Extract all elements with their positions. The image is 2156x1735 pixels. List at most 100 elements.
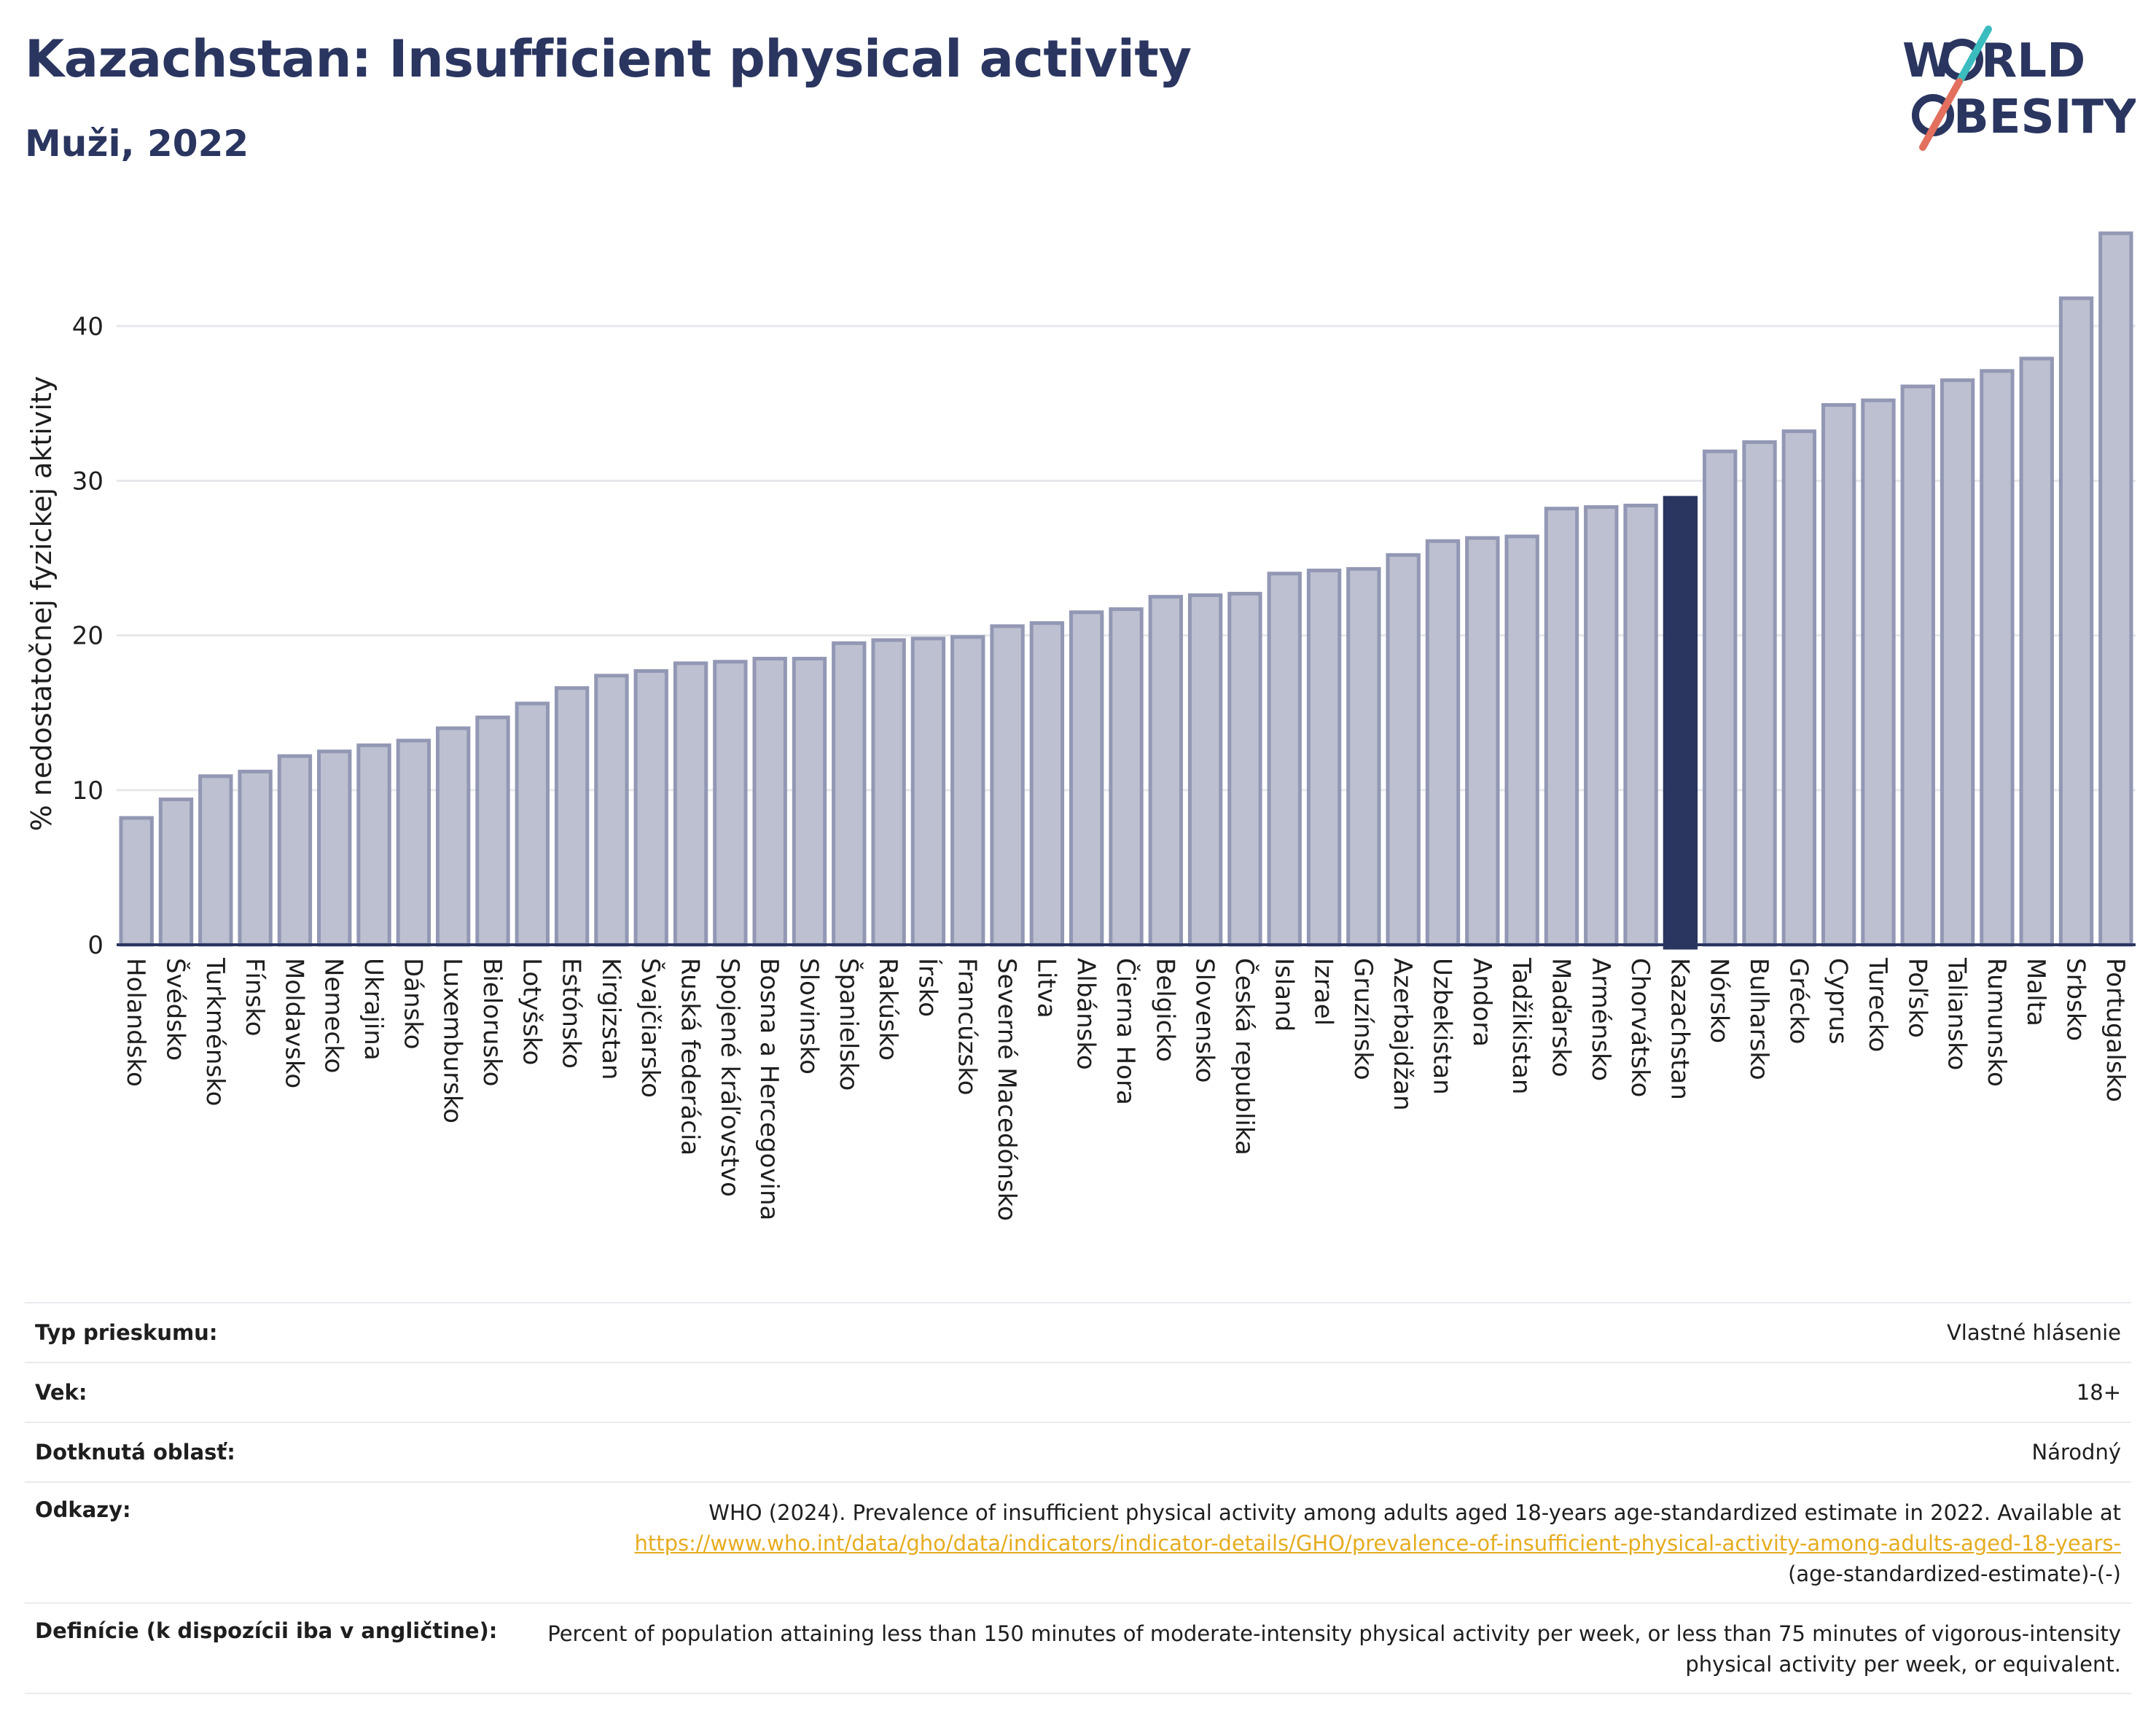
bar-40 (1703, 449, 1738, 947)
x-tick-label: Holandsko (121, 958, 150, 1087)
bar-26 (1148, 595, 1183, 947)
x-tick-label: Azerbajdžan (1388, 958, 1417, 1111)
bar-50 (2098, 231, 2133, 947)
references-link[interactable]: https://www.who.int/data/gho/data/indica… (634, 1531, 2121, 1556)
x-tick-label: Izrael (1309, 958, 1338, 1026)
x-tick-label: Rakúsko (873, 958, 902, 1061)
x-tick-label: Severné Macedónsko (992, 958, 1021, 1221)
bar-2 (198, 774, 233, 947)
bar-9 (475, 715, 510, 947)
x-tick-label: Švédsko (160, 958, 190, 1061)
area-label: Dotknutá oblasť: (35, 1440, 235, 1465)
y-tick-label: 0 (87, 931, 103, 960)
svg-text:BESITY: BESITY (1953, 90, 2136, 144)
bar-12 (594, 674, 629, 947)
bar-33 (1425, 539, 1461, 947)
definition-value: Percent of population attaining less tha… (547, 1621, 2121, 1677)
x-tick-label: Slovinsko (794, 958, 823, 1075)
x-tick-label: Litva (1031, 958, 1061, 1018)
info-row-definition: Definície (k dispozícii iba v angličtine… (25, 1602, 2131, 1694)
x-tick-label: Írsko (913, 958, 942, 1017)
bar-17 (792, 656, 827, 947)
x-tick-label: Fínsko (240, 958, 269, 1037)
x-tick-label: Francúzsko (953, 958, 982, 1096)
y-tick-label: 40 (72, 312, 103, 341)
x-tick-label: Grécko (1784, 958, 1813, 1044)
x-tick-label: Lotyšsko (517, 958, 546, 1065)
page-subtitle: Muži, 2022 (25, 122, 249, 165)
x-tick-label: Bulharsko (1744, 958, 1773, 1080)
bar-25 (1109, 607, 1144, 947)
definition-label: Definície (k dispozícii iba v angličtine… (35, 1618, 498, 1643)
bar-44 (1861, 398, 1896, 947)
x-tick-label: Taliansko (1942, 957, 1972, 1070)
bar-31 (1346, 566, 1381, 947)
x-tick-label: Dánsko (398, 958, 427, 1050)
x-tick-label: Španielsko (834, 958, 864, 1091)
bar-5 (317, 749, 352, 947)
x-tick-label: Nemecko (319, 958, 348, 1073)
survey-type-label: Typ prieskumu: (35, 1320, 218, 1345)
bar-49 (2058, 296, 2094, 947)
bar-45 (1900, 384, 1935, 947)
bar-11 (554, 686, 590, 947)
x-tick-label: Turkménsko (200, 957, 230, 1106)
references-label: Odkazy: (35, 1497, 131, 1522)
x-tick-label: Ruská federácia (676, 958, 705, 1155)
world-obesity-logo: W RLD BESITY (1902, 26, 2136, 151)
bar-36 (1544, 507, 1579, 947)
age-label: Vek: (35, 1380, 87, 1405)
area-value: Národný (2031, 1440, 2121, 1465)
info-row-age: Vek: 18+ (25, 1362, 2131, 1422)
bar-0 (119, 816, 154, 947)
x-tick-label: Bielorusko (477, 958, 507, 1086)
bar-43 (1821, 403, 1856, 947)
x-tick-label: Portugalsko (2101, 958, 2130, 1102)
survey-type-value: Vlastné hlásenie (1946, 1320, 2121, 1345)
bar-29 (1267, 572, 1302, 947)
bar-chart: 0 10 20 30 40 % nedostatočnej fyzickej aktivi… (26, 231, 2136, 1221)
x-tick-label: Česká republika (1230, 958, 1259, 1155)
x-tick-label: Slovensko (1190, 958, 1219, 1083)
bar-48 (2019, 356, 2054, 947)
x-tick-label: Poľsko (1902, 958, 1932, 1038)
x-tick-label: Bosna a Hercegovina (754, 958, 784, 1220)
info-row-survey-type: Typ prieskumu: Vlastné hlásenie (25, 1302, 2131, 1362)
bar-21 (950, 635, 985, 947)
y-tick-label: 10 (72, 776, 103, 806)
bar-7 (396, 738, 431, 947)
bar-4 (277, 754, 313, 947)
x-tick-label: Maďarsko (1546, 958, 1575, 1077)
bar-47 (1980, 369, 2015, 947)
x-tick-label: Čierna Hora (1111, 958, 1141, 1105)
x-tick-label: Kirgizstan (596, 958, 625, 1080)
bar-13 (633, 668, 668, 947)
x-tick-label: Chorvátsko (1625, 958, 1655, 1097)
bar-15 (713, 660, 748, 947)
bar-28 (1227, 591, 1262, 947)
x-tick-label: Kazachstan (1665, 958, 1694, 1100)
x-tick-label: Uzbekistan (1428, 958, 1457, 1095)
x-tick-label: Albánsko (1071, 958, 1101, 1070)
x-tick-label: Tadžikistan (1507, 957, 1536, 1094)
x-tick-label: Spojené kráľovstvo (715, 958, 744, 1197)
y-axis-label: % nedostatočnej fyzickej aktivity (26, 376, 58, 832)
x-tick-label: Malta (2021, 958, 2050, 1026)
bar-3 (238, 769, 273, 947)
x-tick-label: Belgicko (1150, 958, 1179, 1062)
x-tick-label: Gruzínsko (1348, 958, 1378, 1080)
x-tick-label: Ukrajina (359, 958, 388, 1061)
bar-18 (832, 641, 867, 947)
info-row-area: Dotknutá oblasť: Národný (25, 1422, 2131, 1481)
y-tick-label: 20 (72, 622, 103, 651)
bar-19 (871, 638, 906, 947)
age-value: 18+ (2076, 1380, 2121, 1405)
bar-10 (515, 701, 550, 947)
x-tick-label: Estónsko (557, 958, 586, 1069)
x-tick-label: Nórsko (1705, 958, 1734, 1043)
bar-23 (1029, 621, 1065, 947)
bar-38 (1623, 503, 1658, 947)
bar-35 (1504, 534, 1539, 947)
references-text: WHO (2024). Prevalence of insufficient p… (708, 1500, 2121, 1525)
bar-39 (1663, 496, 1698, 950)
